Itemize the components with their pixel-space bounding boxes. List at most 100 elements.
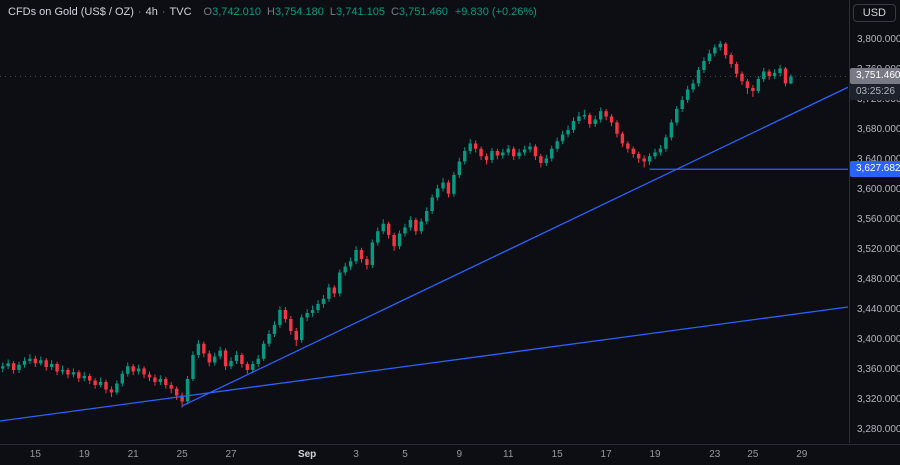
candle-body [457, 161, 462, 175]
candle-body [305, 312, 309, 318]
candle-body [354, 249, 358, 262]
candle-body [647, 156, 652, 162]
candle-body [71, 372, 76, 375]
candle-body [620, 133, 625, 144]
candle-body [506, 148, 510, 153]
symbol-title[interactable]: CFDs on Gold (US$ / OZ) [8, 6, 134, 18]
candle-body [495, 150, 500, 156]
time-tick-label: 5 [402, 449, 408, 460]
candle-body [566, 129, 570, 135]
candle-body [147, 374, 152, 378]
candle-body [66, 369, 70, 375]
candle-body [381, 223, 385, 232]
time-axis[interactable]: 15 19 21 25 27 Sep 3 5 9 11 15 17 19 23 25 29 [0, 444, 900, 465]
candle-body [310, 309, 315, 313]
candle-body [376, 231, 380, 243]
candle-body [550, 148, 554, 159]
candle-body [22, 360, 27, 365]
candle-body [501, 152, 505, 156]
candle-body [631, 148, 635, 154]
candle-body [778, 68, 782, 73]
price-tick-label: 3,600.000 [857, 183, 900, 195]
candle-body [33, 358, 38, 364]
candle-body [783, 68, 788, 84]
candle-body [658, 148, 663, 153]
candle-body [109, 389, 114, 393]
candle-body [751, 87, 755, 91]
candle-body [245, 363, 250, 370]
candle-body [544, 158, 549, 163]
ray-price-badge: 3,627.682 [850, 161, 900, 178]
candle-body [153, 377, 157, 382]
candle-body [196, 343, 201, 355]
candle-body [533, 146, 538, 157]
candle-body [691, 83, 695, 90]
candle-body [229, 360, 233, 367]
candle-body [588, 114, 592, 124]
price-tick-label: 3,520.000 [857, 243, 900, 255]
candle-body [626, 143, 630, 149]
time-tick-label: 29 [796, 449, 808, 460]
candle-body [734, 63, 739, 74]
time-tick-label: 25 [747, 449, 759, 460]
trendline-1[interactable] [0, 306, 848, 422]
candle-body [256, 358, 260, 364]
candlestick-chart[interactable] [0, 0, 848, 443]
price-tick-label: 3,800.000 [857, 33, 900, 45]
price-tick-label: 3,640.000 [857, 153, 900, 165]
candle-body [386, 223, 391, 235]
candle-body [299, 317, 304, 340]
candle-body [675, 108, 679, 123]
candle-body [414, 219, 418, 232]
candle-body [169, 384, 173, 389]
ohlc-value: 3,751.460 [398, 6, 448, 18]
price-tick-label: 3,560.000 [857, 213, 900, 225]
exchange-label: TVC [169, 6, 192, 18]
candle-body [180, 395, 184, 402]
interval-label[interactable]: 4h [145, 6, 158, 18]
price-axis[interactable]: 3,800.0003,760.0003,720.0003,680.0003,64… [849, 0, 900, 443]
time-tick-label: 25 [176, 449, 188, 460]
candle-body [397, 233, 402, 247]
candle-body [642, 158, 646, 162]
candle-body [234, 354, 239, 361]
candle-body [408, 219, 413, 228]
candle-body [435, 188, 440, 198]
candle-body [321, 298, 326, 304]
candle-body [98, 381, 103, 385]
candle-body [49, 363, 54, 367]
chart-plot-area[interactable]: CFDs on Gold (US$ / OZ) · 4h · TVC O3,74… [0, 0, 848, 443]
candle-body [87, 375, 92, 381]
candle-body [267, 333, 271, 344]
candle-body [251, 363, 255, 370]
change-value: +9.830 (+0.26%) [454, 6, 537, 18]
candle-body [609, 116, 614, 123]
bar-countdown: 03:25:26 [850, 84, 900, 101]
candle-body [218, 350, 222, 357]
candle-body [60, 369, 65, 372]
candle-body [272, 324, 277, 334]
candle-body [207, 353, 211, 363]
candle-body [39, 360, 43, 364]
candle-body [348, 261, 353, 267]
candle-body [762, 71, 766, 79]
candle-body [158, 378, 163, 382]
candle-body [560, 134, 565, 142]
currency-toggle-button[interactable]: USD [852, 4, 896, 22]
legend-separator: · [137, 6, 142, 18]
time-tick-label: 15 [551, 449, 563, 460]
candle-body [767, 71, 771, 76]
candle-body [490, 150, 494, 160]
candle-body [729, 54, 733, 64]
candle-body [213, 356, 217, 363]
time-tick-label: 23 [709, 449, 721, 460]
candle-body [343, 266, 347, 273]
symbol-legend: CFDs on Gold (US$ / OZ) · 4h · TVC O3,74… [8, 6, 537, 18]
candle-body [289, 318, 293, 331]
price-tick-label: 3,400.000 [857, 333, 900, 345]
candle-body [82, 375, 86, 379]
candle-body [294, 330, 298, 340]
trendline-2[interactable] [181, 86, 848, 407]
time-tick-label: 19 [649, 449, 661, 460]
candle-body [598, 111, 603, 120]
